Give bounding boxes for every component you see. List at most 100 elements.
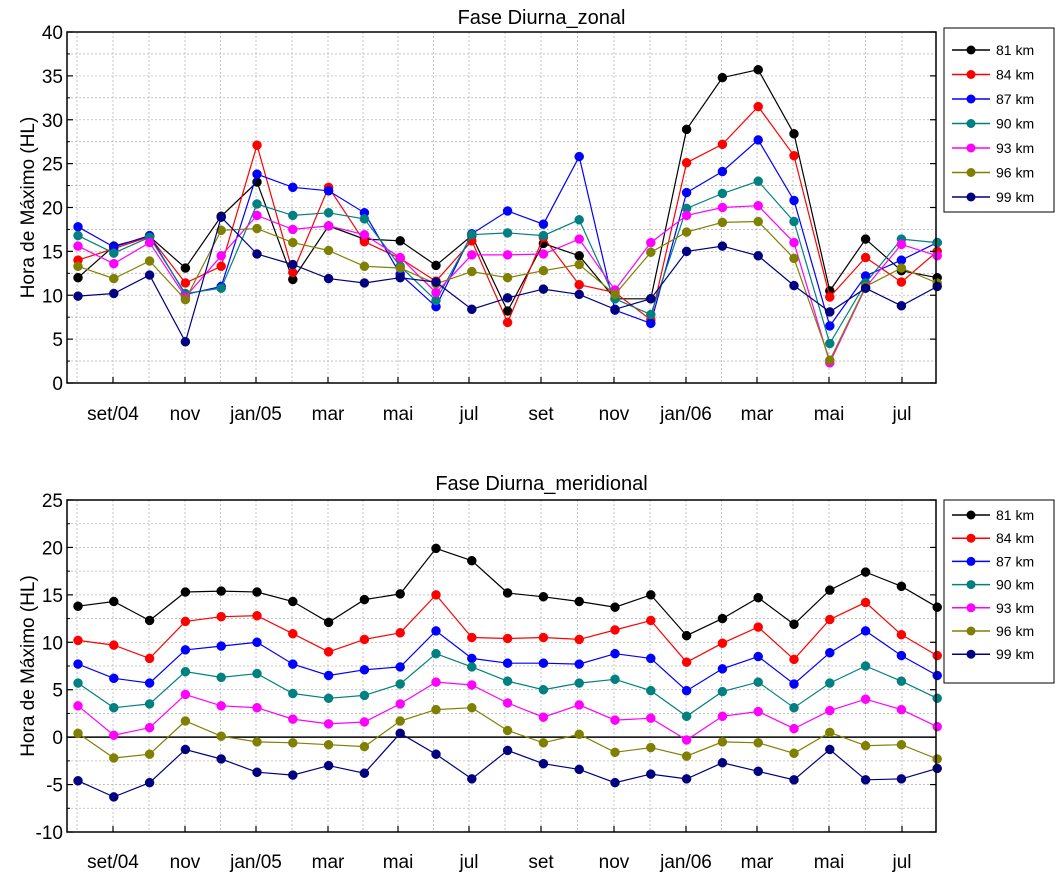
data-point	[395, 272, 405, 283]
data-point	[538, 249, 549, 259]
data-point	[681, 227, 692, 237]
data-point	[467, 555, 477, 566]
data-point	[180, 587, 191, 597]
data-point	[681, 124, 692, 135]
data-point	[574, 729, 584, 740]
data-point	[323, 693, 334, 704]
y-tick-label: 20	[42, 538, 63, 559]
data-point	[252, 737, 262, 747]
data-point	[789, 253, 799, 264]
data-point	[681, 657, 692, 667]
data-point	[467, 304, 477, 315]
data-point	[610, 777, 620, 788]
data-point	[431, 590, 441, 600]
data-point	[467, 250, 477, 260]
data-point	[681, 685, 692, 696]
x-tick-label: nov	[170, 852, 201, 873]
data-point	[896, 239, 907, 250]
data-point	[73, 272, 83, 283]
data-point	[538, 684, 549, 695]
data-point	[896, 704, 907, 715]
data-point	[932, 693, 942, 704]
data-point	[789, 679, 799, 689]
legend-label: 87 km	[996, 553, 1034, 569]
data-point	[717, 166, 728, 177]
data-point	[395, 628, 405, 638]
data-point	[288, 770, 298, 780]
data-point	[896, 581, 907, 592]
data-point	[109, 673, 119, 684]
data-point	[502, 725, 513, 736]
legend: 81 km 84 km 87 km 90 km 93 km 96 km 99 km	[943, 27, 1055, 213]
data-point	[574, 596, 584, 607]
data-point	[610, 602, 620, 612]
data-point	[502, 206, 513, 216]
data-point	[216, 225, 226, 236]
data-point	[109, 596, 119, 607]
series-81-km	[73, 543, 942, 641]
x-tick-label: mai	[383, 404, 414, 425]
data-point	[753, 200, 763, 211]
data-point	[180, 645, 191, 655]
x-tick-label: jan/05	[229, 404, 282, 425]
data-point	[932, 670, 942, 681]
data-point	[431, 287, 441, 298]
x-tick-label: mai	[814, 404, 845, 425]
data-point	[73, 291, 83, 301]
data-point	[681, 246, 692, 257]
data-point	[180, 337, 191, 347]
data-point	[896, 650, 907, 661]
data-point	[538, 738, 549, 748]
legend-swatch-marker	[966, 119, 976, 128]
legend-swatch-marker	[966, 603, 976, 613]
data-point	[717, 72, 728, 83]
data-point	[323, 273, 334, 284]
y-tick-label: 0	[52, 728, 63, 749]
series-96-km	[73, 702, 942, 764]
legend-swatch-marker	[966, 192, 976, 202]
data-point	[216, 251, 226, 261]
x-tick-label: mar	[741, 852, 774, 873]
data-point	[73, 241, 83, 251]
y-tick-label: 25	[42, 491, 63, 512]
data-point	[144, 722, 155, 733]
legend-swatch-marker	[966, 143, 976, 153]
data-point	[109, 258, 119, 269]
data-point	[717, 711, 728, 722]
data-point	[467, 266, 477, 277]
series-99-km	[73, 728, 942, 802]
data-point	[216, 641, 226, 651]
legend-label: 87 km	[996, 91, 1034, 107]
data-point	[395, 252, 405, 263]
y-tick-label: 25	[42, 155, 63, 176]
data-point	[216, 754, 226, 764]
data-point	[288, 259, 298, 270]
data-point	[753, 101, 763, 112]
data-point	[288, 659, 298, 669]
x-tick-label: jul	[891, 852, 911, 873]
y-axis-label: Hora de Máximo (HL)	[18, 117, 39, 299]
data-point	[717, 758, 728, 768]
data-point	[502, 698, 513, 708]
data-point	[538, 592, 549, 602]
data-point	[73, 601, 83, 611]
data-point	[109, 792, 119, 802]
x-tick-label: mar	[741, 404, 774, 425]
plot-area	[67, 32, 936, 383]
data-point	[753, 176, 763, 186]
data-point	[753, 622, 763, 632]
data-point	[216, 701, 226, 711]
data-point	[860, 252, 871, 263]
y-tick-label: 40	[42, 23, 63, 44]
data-point	[359, 768, 370, 778]
data-point	[681, 630, 692, 641]
y-tick-label: 10	[42, 633, 63, 654]
data-point	[825, 338, 835, 349]
data-point	[502, 676, 513, 686]
data-point	[932, 763, 942, 774]
series-87-km	[73, 626, 942, 696]
data-point	[359, 665, 370, 675]
plot-area	[67, 500, 936, 832]
data-point	[323, 647, 334, 657]
data-point	[789, 702, 799, 713]
